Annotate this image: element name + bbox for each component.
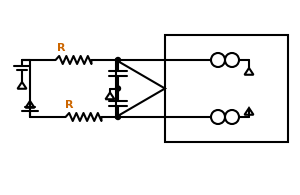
Circle shape — [116, 58, 121, 63]
Circle shape — [116, 114, 121, 120]
Text: R: R — [57, 43, 65, 53]
Bar — [165, 35, 288, 142]
Text: R: R — [65, 100, 74, 110]
Circle shape — [116, 86, 121, 91]
